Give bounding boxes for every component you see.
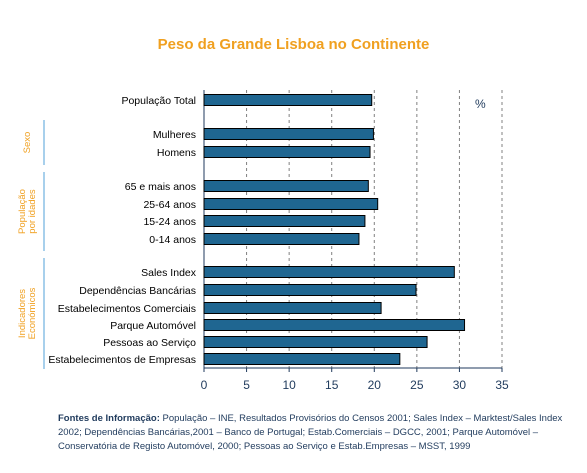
bar — [203, 353, 401, 365]
tick-labels: 0 5 10 15 20 25 30 35 — [201, 368, 509, 392]
category-label: Mulheres — [153, 129, 196, 141]
category-label: 0-14 anos — [149, 234, 196, 246]
group-label: Indicadores — [17, 289, 28, 338]
unit-label: % — [475, 97, 486, 111]
bar-chart: População Total Mulheres Homens 65 e mais a… — [17, 90, 509, 392]
group-label: População — [17, 189, 28, 234]
bar — [203, 284, 417, 296]
bar — [203, 180, 369, 192]
bars — [203, 94, 466, 365]
group-label: por idades — [27, 189, 38, 234]
group-brackets: Sexo População por idades Indicadores Económ… — [17, 120, 45, 369]
bar — [203, 128, 374, 140]
x-tick-label: 25 — [410, 378, 424, 392]
category-label: 15-24 anos — [143, 216, 196, 228]
footnote-lead: Fontes de Informação: — [58, 413, 160, 424]
group-label: Económicos — [27, 287, 38, 339]
category-label: Estabelecimentos Comerciais — [58, 303, 196, 315]
category-labels: População Total Mulheres Homens 65 e mais a… — [48, 95, 196, 366]
category-label: 25-64 anos — [143, 199, 196, 211]
bar — [203, 198, 379, 210]
footnote: Fontes de Informação: População – INE, R… — [58, 412, 578, 454]
bar — [203, 302, 382, 314]
bar — [203, 266, 455, 278]
category-label: Sales Index — [141, 267, 197, 279]
category-label: População Total — [121, 95, 196, 107]
x-tick-label: 35 — [495, 378, 509, 392]
category-label: 65 e mais anos — [125, 181, 196, 193]
grid-lines — [203, 90, 503, 369]
footnote-text: População – INE, Resultados Provisórios … — [58, 413, 563, 452]
category-label: Estabelecimentos de Empresas — [48, 354, 196, 366]
category-label: Pessoas ao Serviço — [103, 337, 196, 349]
chart-title: Peso da Grande Lisboa no Continente — [157, 36, 430, 53]
x-tick-label: 0 — [201, 378, 208, 392]
category-label: Parque Automóvel — [110, 320, 196, 332]
x-tick-label: 15 — [325, 378, 339, 392]
category-label: Dependências Bancárias — [79, 285, 196, 297]
x-tick-label: 20 — [368, 378, 382, 392]
bar — [203, 146, 371, 158]
bar — [203, 233, 360, 245]
x-tick-label: 5 — [243, 378, 250, 392]
bar — [203, 94, 373, 106]
x-tick-label: 30 — [453, 378, 467, 392]
group-label: Sexo — [22, 132, 33, 154]
x-tick-label: 10 — [282, 378, 296, 392]
bar — [203, 215, 366, 227]
bar — [203, 336, 428, 348]
bar — [203, 319, 466, 331]
category-label: Homens — [157, 147, 196, 159]
